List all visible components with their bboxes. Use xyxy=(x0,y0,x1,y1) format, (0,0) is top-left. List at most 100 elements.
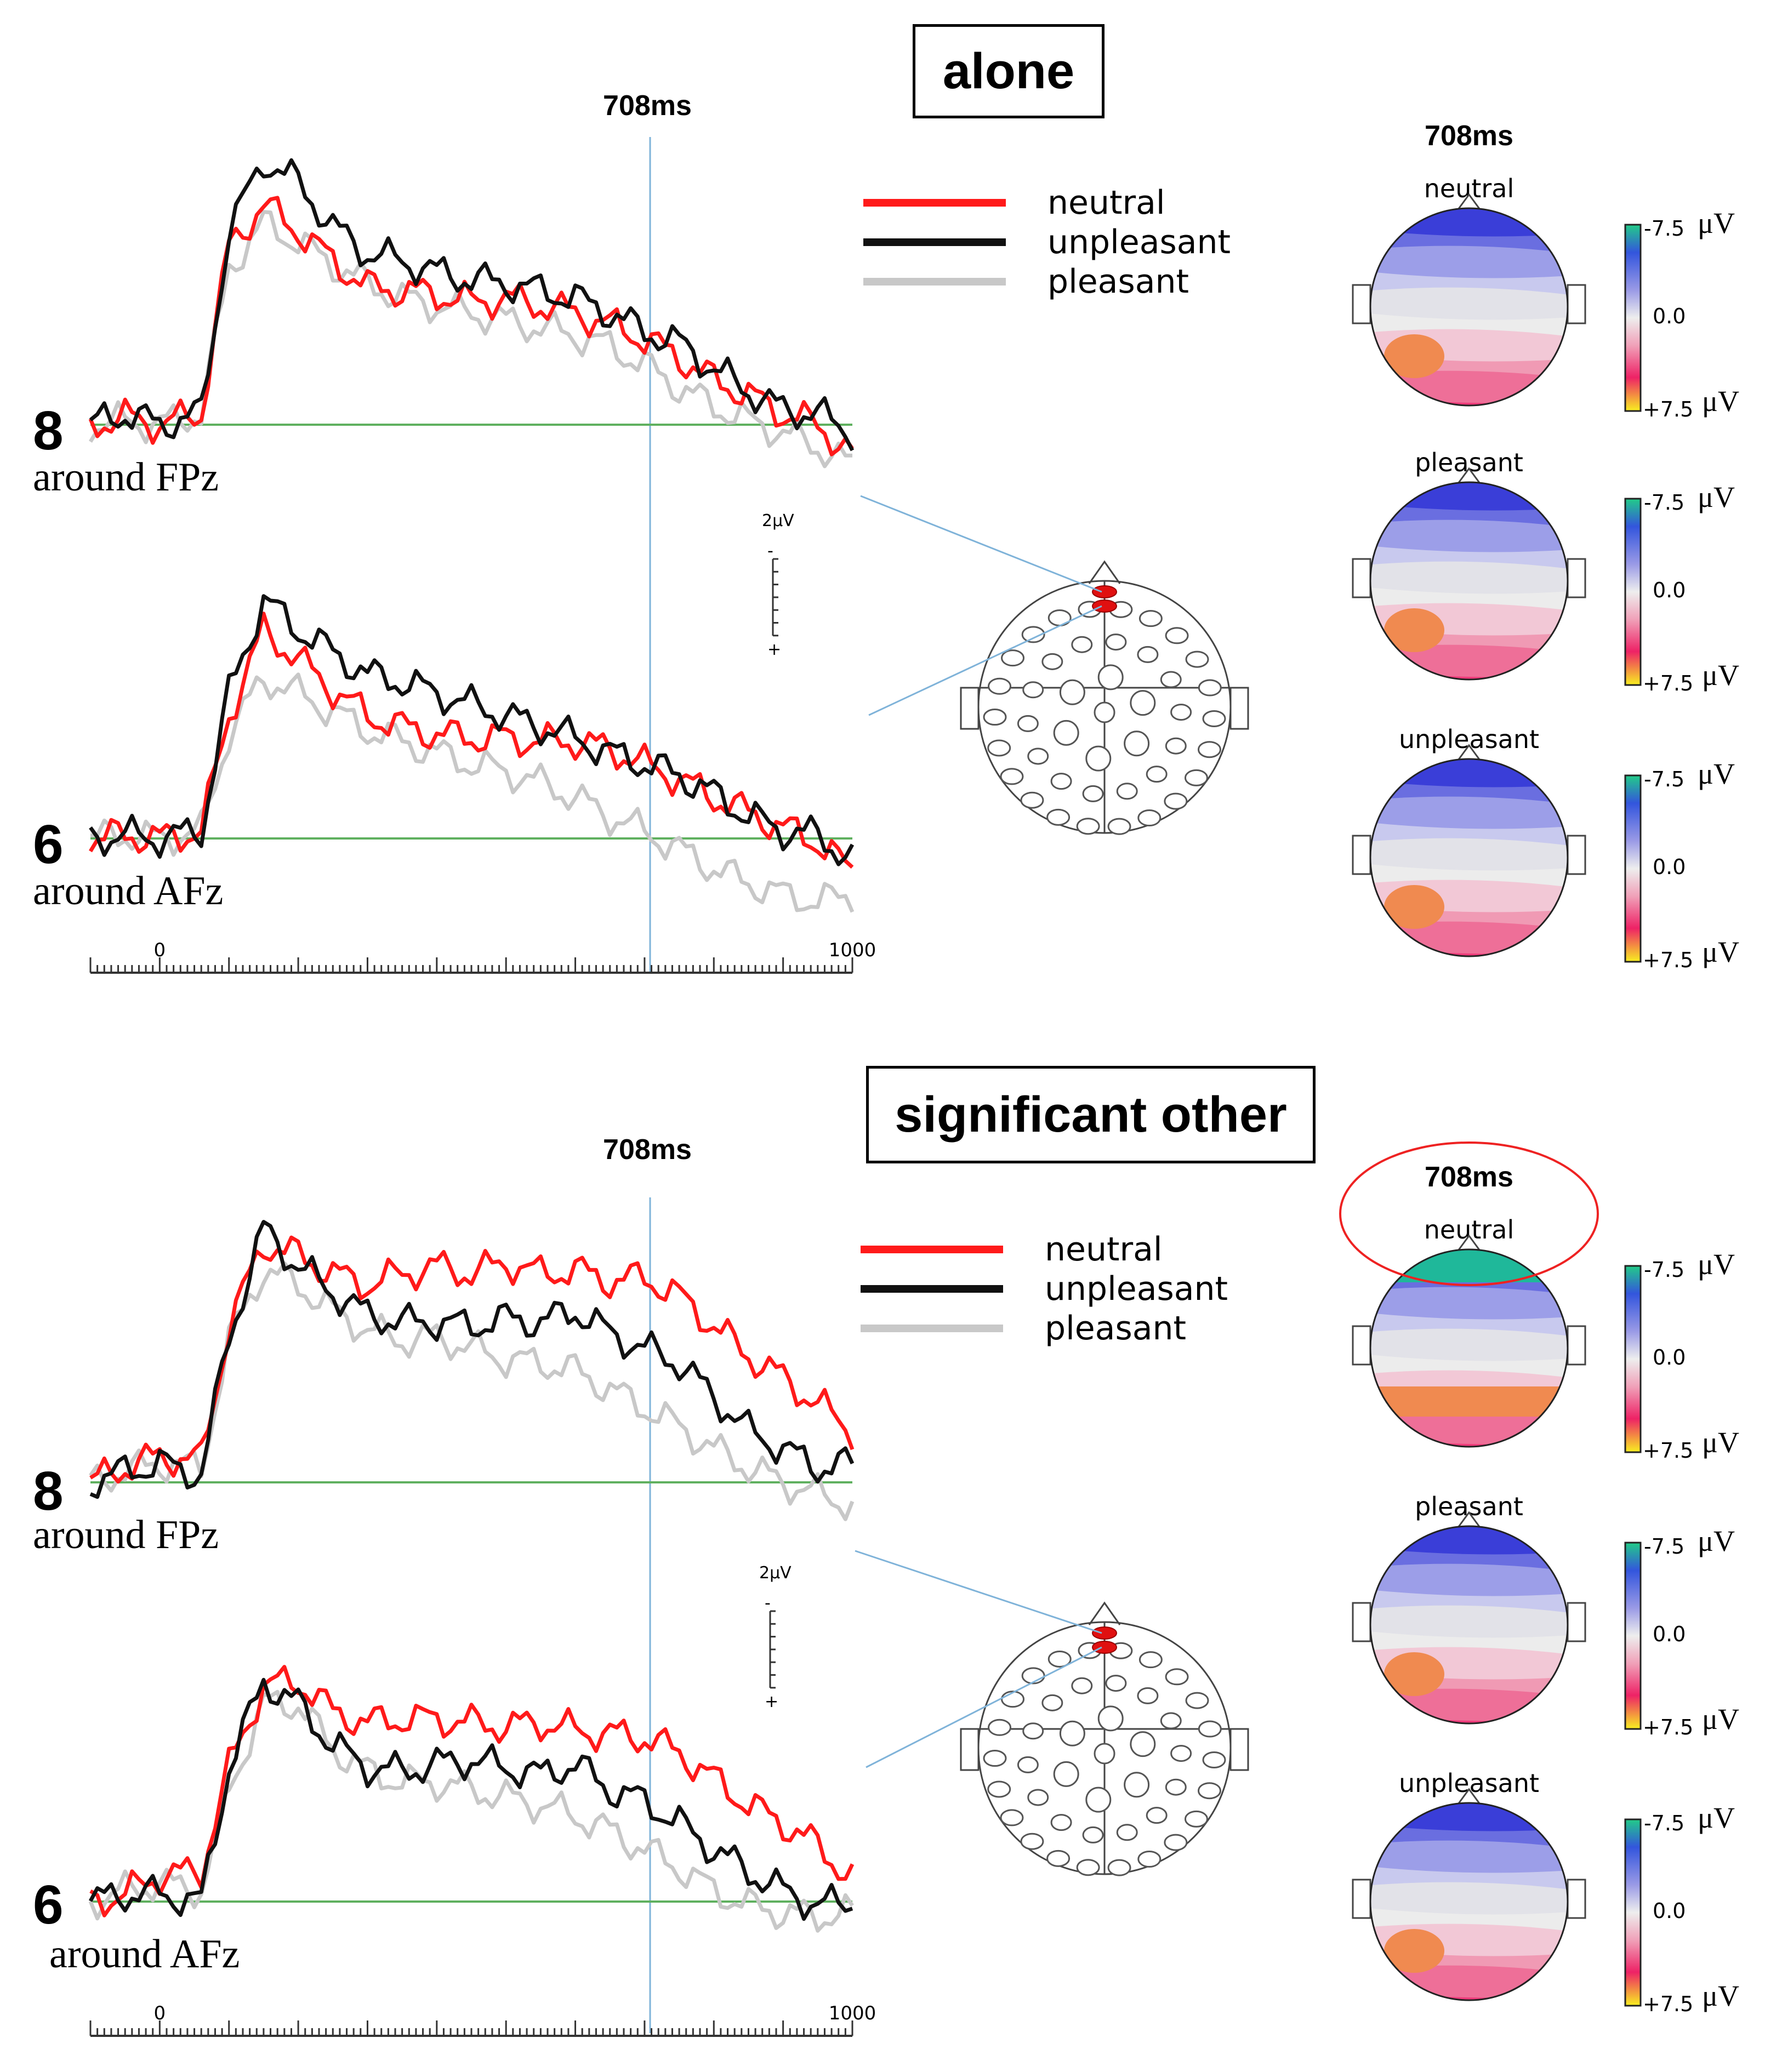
topomap-nose xyxy=(1456,744,1482,762)
topomap-bands xyxy=(1370,208,1568,406)
topomap-nose xyxy=(1456,1788,1482,1806)
electrode xyxy=(1027,747,1049,765)
legend-label: unpleasant xyxy=(1045,1270,1228,1308)
topomap-band xyxy=(1370,838,1568,875)
colorbar-unit-bottom: μV xyxy=(1702,935,1739,968)
topomap-right-ear xyxy=(1567,558,1586,598)
electrode xyxy=(988,1719,1012,1736)
colorbar-mid-label: 0.0 xyxy=(1653,1622,1686,1646)
topomap-band xyxy=(1370,1965,1568,2000)
topomap-band xyxy=(1370,1688,1568,1723)
panel-title-alone: alone xyxy=(913,24,1105,118)
electrode xyxy=(1071,636,1093,653)
electrode xyxy=(1000,768,1024,785)
nose xyxy=(1088,1601,1121,1625)
lead-line-afz xyxy=(866,1646,1102,1768)
erp-trace-unpleasant xyxy=(89,594,855,866)
topomap-band xyxy=(1370,561,1568,598)
legend-swatch-unpleasant xyxy=(863,238,1006,246)
electrode xyxy=(1017,715,1039,732)
highlight-circle xyxy=(1339,1141,1599,1286)
topomap-pleasant: pleasant-7.5 μV0.0+7.5 μV xyxy=(1352,448,1739,695)
electrode xyxy=(1202,1751,1226,1768)
electrode xyxy=(1185,650,1209,668)
colorbar-mid-label: 0.0 xyxy=(1653,1345,1686,1369)
electrode xyxy=(1082,1826,1104,1843)
topomap-blob-positive xyxy=(1384,1652,1444,1696)
electrode xyxy=(1085,745,1112,772)
panel-title-text: alone xyxy=(942,43,1075,99)
electrode xyxy=(1059,679,1085,705)
electrode xyxy=(1137,1687,1159,1704)
legend-label: neutral xyxy=(1047,184,1165,222)
electrode-highlight-afz xyxy=(1092,1641,1117,1654)
topomap-left-ear xyxy=(1352,1879,1371,1919)
x-tick-label: 1000 xyxy=(829,2002,876,2024)
legend-item-pleasant: pleasant xyxy=(863,262,1231,301)
channel-label: around AFz xyxy=(49,1932,240,1977)
legend-swatch-pleasant xyxy=(863,278,1006,286)
legend-label: unpleasant xyxy=(1047,223,1231,261)
x-tick-label: 0 xyxy=(154,2002,166,2024)
colorbar-max-label: +7.5 xyxy=(1643,1715,1693,1739)
legend-label: pleasant xyxy=(1047,262,1189,301)
panel-title-significant-other: significant other xyxy=(866,1066,1316,1163)
topomap-band xyxy=(1370,1605,1568,1642)
electrode xyxy=(1076,818,1100,835)
topomap-outline xyxy=(1369,207,1569,407)
electrode xyxy=(1130,1731,1156,1757)
electrode xyxy=(1170,704,1192,721)
topomap-neutral: neutral-7.5 μV0.0+7.5 μV xyxy=(1339,1141,1739,1463)
topomap-band xyxy=(1370,759,1568,792)
legend-alone: neutral unpleasant pleasant xyxy=(863,183,1231,301)
colorbar-mid-label: 0.0 xyxy=(1653,855,1686,879)
legend-swatch-unpleasant xyxy=(861,1285,1003,1293)
scale-label: 2μV xyxy=(759,1563,792,1583)
channel-label: around FPz xyxy=(33,1512,219,1557)
lead-line-afz xyxy=(868,605,1102,716)
channel-number: 8 xyxy=(33,400,64,461)
left-ear xyxy=(960,1728,980,1771)
electrode xyxy=(1041,653,1063,670)
electrode xyxy=(1202,710,1226,727)
topomap-blob-positive xyxy=(1384,334,1444,378)
topomap-band xyxy=(1370,287,1568,324)
electrode xyxy=(1138,1651,1163,1669)
electrode xyxy=(1170,1745,1192,1762)
colorbar-unit-top: μV xyxy=(1698,207,1735,239)
electrode xyxy=(1198,1720,1222,1738)
topomap-bands xyxy=(1370,1803,1568,2000)
electrode xyxy=(1164,1834,1188,1851)
colorbar-min-label: -7.5 xyxy=(1644,1811,1684,1835)
electrode xyxy=(1184,769,1208,786)
legend-swatch-neutral xyxy=(861,1246,1003,1253)
electrode xyxy=(1027,1789,1049,1806)
electrode xyxy=(1046,808,1071,826)
colorbar-max-label: +7.5 xyxy=(1643,1439,1693,1463)
x-tick-label: 0 xyxy=(154,939,166,961)
electrode-highlight-fpz xyxy=(1092,1626,1117,1640)
electrode xyxy=(1059,1720,1085,1746)
colorbar-unit-top: μV xyxy=(1698,1801,1735,1834)
electrode xyxy=(1020,1833,1044,1850)
topomap-band xyxy=(1370,1563,1568,1601)
electrode xyxy=(1050,1814,1072,1831)
colorbar xyxy=(1624,774,1642,963)
topomap-band xyxy=(1370,1803,1568,1836)
electrode xyxy=(1050,773,1072,790)
topomap-band-peak-positive xyxy=(1370,1386,1568,1417)
topomap-band xyxy=(1370,520,1568,557)
colorbar xyxy=(1624,224,1642,412)
electrode xyxy=(1137,646,1159,663)
colorbar-max-label: +7.5 xyxy=(1643,397,1693,421)
electrode xyxy=(1022,681,1044,699)
colorbar-unit-bottom: μV xyxy=(1702,1426,1739,1459)
colorbar-unit-bottom: μV xyxy=(1702,1703,1739,1736)
topomap-unpleasant: unpleasant-7.5 μV0.0+7.5 μV xyxy=(1352,724,1739,972)
colorbar-unit-bottom: μV xyxy=(1702,1979,1739,2012)
electrode xyxy=(988,677,1012,695)
electrode xyxy=(1094,1743,1115,1765)
topomap-nose xyxy=(1456,467,1482,486)
